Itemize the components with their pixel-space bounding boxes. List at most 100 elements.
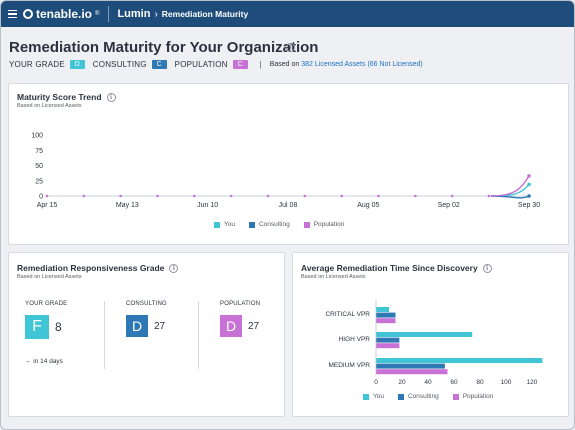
bar-population xyxy=(376,369,448,375)
swatch-consulting xyxy=(248,221,255,228)
your-grade-label: YOUR GRADE xyxy=(9,60,65,69)
your-grade-badge: D xyxy=(69,60,85,69)
baseline-point xyxy=(45,194,49,198)
baseline-point xyxy=(450,194,454,198)
days-note: ← in 14 days xyxy=(25,358,63,365)
baseline-point xyxy=(193,194,196,198)
legend-you[interactable]: You xyxy=(214,221,235,228)
baseline-point xyxy=(229,194,233,198)
baseline-point xyxy=(82,194,86,198)
population-column: POPULATION D 27 xyxy=(220,301,260,337)
trend-legend: You Consulting Population xyxy=(214,221,344,228)
legend-population[interactable]: Population xyxy=(452,393,493,400)
tenable-logo[interactable]: tenable.io ® xyxy=(23,7,108,21)
bar-consulting xyxy=(376,312,396,318)
consulting-grade-badge: C xyxy=(151,60,167,69)
x-tick-label: Jul 08 xyxy=(279,202,298,209)
consulting-column: CONSULTING D 27 xyxy=(126,301,167,337)
category-label: CRITICAL VPR xyxy=(325,311,370,318)
info-icon[interactable]: i xyxy=(106,92,116,102)
column-divider xyxy=(198,301,199,369)
consulting-label: CONSULTING xyxy=(92,60,147,69)
info-icon[interactable]: i xyxy=(286,43,295,52)
category-label: HIGH VPR xyxy=(339,336,371,343)
bar-you xyxy=(376,307,389,312)
page-title: Remediation Maturity for Your Organizati… xyxy=(9,39,319,56)
x-tick-label: Aug 05 xyxy=(357,202,379,209)
your-grade-score: 8 xyxy=(55,320,62,334)
population-col-label: POPULATION xyxy=(220,301,261,307)
y-tick-label: 50 xyxy=(35,163,43,170)
x-tick-label: Sep 30 xyxy=(518,202,540,209)
population-score: 27 xyxy=(248,320,260,332)
legend-you[interactable]: You xyxy=(363,393,384,400)
y-tick-label: 75 xyxy=(35,148,43,155)
swatch-population xyxy=(303,221,310,228)
baseline-point xyxy=(119,194,122,198)
responsiveness-subtitle: Based on Licensed Assets xyxy=(17,274,82,280)
baseline-point xyxy=(266,194,270,198)
baseline-point xyxy=(156,194,159,198)
swatch-population xyxy=(452,393,459,400)
logo-ring-icon xyxy=(23,9,33,19)
legend-consulting[interactable]: Consulting xyxy=(397,393,439,400)
avg-time-title: Average Remediation Time Since Discovery… xyxy=(301,263,492,273)
x-tick-label: 20 xyxy=(398,379,406,386)
x-tick-label: 60 xyxy=(450,379,458,386)
baseline-point xyxy=(340,194,343,198)
avg-time-legend: You Consulting Population xyxy=(363,393,493,400)
baseline-point xyxy=(377,194,380,198)
app-name[interactable]: Lumin xyxy=(117,8,151,20)
column-divider xyxy=(104,301,105,369)
x-tick-label: May 13 xyxy=(116,202,139,209)
avg-time-bar-chart: CRITICAL VPR HIGH VPR MEDIUM VPR 0 20 40 60 80 1… xyxy=(325,299,543,386)
responsiveness-title: Remediation Responsiveness Grade i xyxy=(17,263,179,273)
x-tick-label: Jun 10 xyxy=(197,202,218,209)
baseline-point xyxy=(487,194,491,198)
info-icon[interactable]: i xyxy=(169,263,179,273)
series-line-population xyxy=(490,175,530,197)
swatch-you xyxy=(214,221,220,228)
baseline-point xyxy=(303,194,307,198)
population-label: POPULATION xyxy=(174,60,228,69)
category-label: MEDIUM VPR xyxy=(328,362,370,369)
bar-population xyxy=(376,343,400,349)
y-tick-label: 0 xyxy=(39,194,43,201)
bar-consulting xyxy=(376,337,400,343)
swatch-consulting xyxy=(397,393,404,400)
breadcrumb-current: Remediation Maturity xyxy=(161,9,249,19)
bar-consulting xyxy=(376,363,445,369)
y-tick-label: 25 xyxy=(35,178,43,185)
your-grade-col-label: YOUR GRADE xyxy=(25,301,68,307)
bar-you xyxy=(376,332,473,337)
baseline-point xyxy=(414,194,417,198)
your-grade-column: YOUR GRADE F 8 xyxy=(25,301,67,339)
series-line-you xyxy=(490,183,530,197)
x-tick-label: Apr 15 xyxy=(37,202,58,209)
trend-title: Maturity Score Trend i xyxy=(17,92,116,102)
trend-subtitle: Based on Licensed Assets xyxy=(17,103,82,109)
x-tick-label: 100 xyxy=(501,379,512,386)
legend-population[interactable]: Population xyxy=(303,221,344,228)
hamburger-menu-icon[interactable] xyxy=(1,1,23,27)
consulting-col-label: CONSULTING xyxy=(126,301,167,307)
avg-remediation-time-card: Average Remediation Time Since Discovery… xyxy=(292,252,569,417)
x-tick-label: 0 xyxy=(374,379,378,386)
avg-time-subtitle: Based on Licensed Assets xyxy=(301,274,366,280)
population-grade-badge: C xyxy=(232,60,248,69)
y-tick-label: 100 xyxy=(31,133,43,140)
population-grade-box: D xyxy=(220,315,242,337)
not-licensed-link[interactable]: (66 Not Licensed) xyxy=(367,61,423,68)
breadcrumb-chevron-icon: › xyxy=(154,8,158,20)
consulting-grade-box: D xyxy=(126,315,148,337)
x-tick-label: 40 xyxy=(424,379,432,386)
licensed-assets-link[interactable]: 382 Licensed Assets xyxy=(301,61,366,68)
legend-consulting[interactable]: Consulting xyxy=(248,221,290,228)
info-icon[interactable]: i xyxy=(482,263,492,273)
x-tick-label: 120 xyxy=(527,379,538,386)
swatch-you xyxy=(363,393,369,400)
series-end-point-you xyxy=(527,182,531,187)
maturity-trend-chart: 0 25 50 75 100 Apr 15 May 13 Jun 10 Jul 08 Aug 05… xyxy=(31,133,540,210)
x-tick-label: Sep 02 xyxy=(438,202,460,209)
series-end-point-population xyxy=(527,174,531,178)
